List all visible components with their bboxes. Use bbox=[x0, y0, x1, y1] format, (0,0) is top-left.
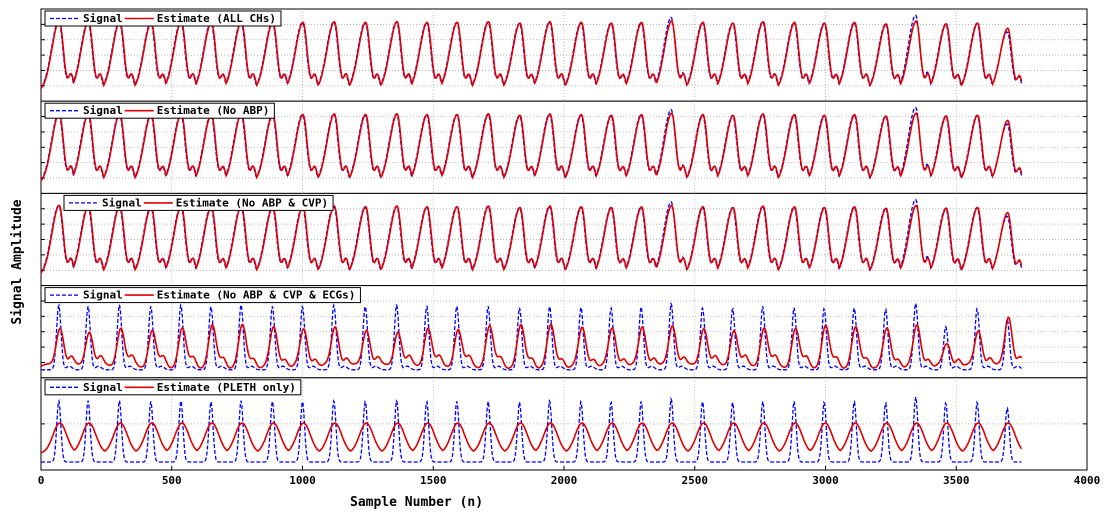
x-tick-label: 1500 bbox=[420, 474, 447, 487]
panel-2: Signal Estimate (No ABP) bbox=[41, 101, 1087, 193]
panel-3: Signal Estimate (No ABP & CVP) bbox=[41, 193, 1087, 285]
x-tick-label: 1000 bbox=[289, 474, 316, 487]
legend-estimate-label: Estimate (PLETH only) bbox=[157, 381, 296, 394]
legend-signal-label: Signal bbox=[83, 104, 123, 117]
panel-5: Signal Estimate (PLETH only) bbox=[41, 378, 1087, 470]
legend: Signal Estimate (ALL CHs) bbox=[45, 11, 281, 26]
panel-1: Signal Estimate (ALL CHs) bbox=[41, 9, 1087, 101]
x-tick-label: 2500 bbox=[682, 474, 709, 487]
legend-estimate-label: Estimate (No ABP & CVP & ECGs) bbox=[157, 289, 356, 302]
legend: Signal Estimate (No ABP) bbox=[45, 103, 274, 118]
x-tick-label: 2000 bbox=[551, 474, 578, 487]
legend: Signal Estimate (PLETH only) bbox=[45, 380, 301, 395]
legend-signal-label: Signal bbox=[83, 381, 123, 394]
legend-estimate-label: Estimate (ALL CHs) bbox=[157, 12, 276, 25]
legend-signal-label: Signal bbox=[102, 196, 142, 209]
legend-signal-label: Signal bbox=[83, 289, 123, 302]
legend-estimate-label: Estimate (No ABP) bbox=[157, 104, 270, 117]
x-tick-label: 0 bbox=[38, 474, 45, 487]
legend: Signal Estimate (No ABP & CVP) bbox=[64, 195, 333, 210]
x-tick-label: 3500 bbox=[943, 474, 970, 487]
legend: Signal Estimate (No ABP & CVP & ECGs) bbox=[45, 288, 360, 303]
y-axis-label: Signal Amplitude bbox=[10, 199, 25, 324]
legend-signal-label: Signal bbox=[83, 12, 123, 25]
x-tick-label: 3000 bbox=[812, 474, 839, 487]
panel-4: Signal Estimate (No ABP & CVP & ECGs) bbox=[41, 286, 1087, 378]
panels-group: Signal Estimate (ALL CHs) Signal Estimate (… bbox=[41, 9, 1087, 470]
x-tick-label: 500 bbox=[162, 474, 182, 487]
x-tick-label: 4000 bbox=[1074, 474, 1101, 487]
legend-estimate-label: Estimate (No ABP & CVP) bbox=[176, 196, 328, 209]
x-axis-label: Sample Number (n) bbox=[350, 495, 483, 510]
